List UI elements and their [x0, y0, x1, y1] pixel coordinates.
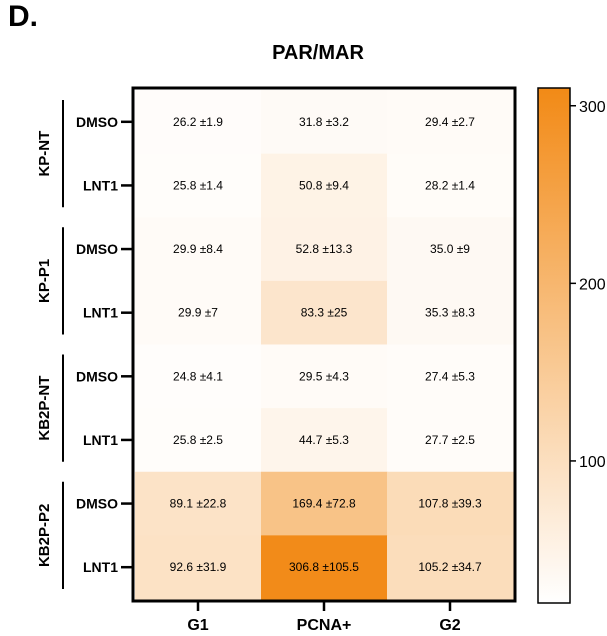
colorbar-tick-label: 100 — [579, 454, 606, 471]
cell-label: 28.2 ±1.4 — [425, 178, 475, 192]
cell-label: 29.9 ±8.4 — [173, 242, 223, 256]
column-label: PCNA+ — [297, 617, 352, 634]
heatmap-cell — [387, 153, 514, 218]
cell-label: 29.5 ±4.3 — [299, 369, 349, 383]
heatmap-cell — [387, 280, 514, 345]
heatmap-cell — [387, 217, 514, 282]
cell-label: 26.2 ±1.9 — [173, 115, 223, 129]
chart-title: PAR/MAR — [272, 42, 364, 64]
cell-label: 29.4 ±2.7 — [425, 115, 475, 129]
heatmap-cell — [135, 90, 262, 155]
heatmap-cell — [261, 408, 388, 473]
column-label: G1 — [187, 617, 208, 634]
column-label: G2 — [439, 617, 460, 634]
cell-label: 169.4 ±72.8 — [292, 497, 356, 511]
cell-label: 27.7 ±2.5 — [425, 433, 475, 447]
heatmap-cell — [135, 535, 262, 600]
cell-label: 44.7 ±5.3 — [299, 433, 349, 447]
heatmap-cell — [387, 344, 514, 409]
heatmap-cell — [261, 280, 388, 345]
row-label: DMSO — [76, 114, 118, 130]
row-label: LNT1 — [83, 177, 118, 193]
cell-label: 25.8 ±2.5 — [173, 433, 223, 447]
cell-label: 35.3 ±8.3 — [425, 306, 475, 320]
row-label: LNT1 — [83, 559, 118, 575]
group-label: KB2P-NT — [36, 376, 53, 441]
row-label: DMSO — [76, 368, 118, 384]
heatmap-cell — [261, 535, 388, 600]
group-label: KP-NT — [36, 131, 53, 177]
cell-label: 29.9 ±7 — [178, 306, 218, 320]
colorbar-tick-label: 200 — [579, 276, 606, 293]
heatmap-cell — [387, 535, 514, 600]
row-label: LNT1 — [83, 432, 118, 448]
heatmap-cell — [135, 344, 262, 409]
row-label: LNT1 — [83, 305, 118, 321]
colorbar-tick-label: 300 — [579, 99, 606, 116]
heatmap-cell — [387, 471, 514, 536]
heatmap-cell — [135, 408, 262, 473]
heatmap-cell — [387, 408, 514, 473]
cell-label: 31.8 ±3.2 — [299, 115, 349, 129]
heatmap-cell — [261, 217, 388, 282]
heatmap-frame — [131, 86, 517, 603]
cell-label: 83.3 ±25 — [301, 306, 348, 320]
group-label: KP-P1 — [36, 259, 53, 303]
heatmap-cell — [261, 153, 388, 218]
heatmap-cell — [135, 471, 262, 536]
cell-label: 27.4 ±5.3 — [425, 369, 475, 383]
cell-label: 306.8 ±105.5 — [289, 560, 359, 574]
row-label: DMSO — [76, 496, 118, 512]
heatmap-cell — [261, 344, 388, 409]
colorbar-gradient — [537, 87, 571, 604]
group-label: KB2P-P2 — [36, 504, 53, 567]
panel-label: D. — [8, 0, 38, 33]
heatmap-cell — [261, 471, 388, 536]
heatmap-cell — [135, 280, 262, 345]
cell-label: 25.8 ±1.4 — [173, 178, 223, 192]
cell-label: 92.6 ±31.9 — [170, 560, 227, 574]
heatmap-cell — [135, 217, 262, 282]
row-label: DMSO — [76, 241, 118, 257]
heatmap-cell — [135, 153, 262, 218]
cell-label: 89.1 ±22.8 — [170, 497, 227, 511]
cell-label: 52.8 ±13.3 — [296, 242, 353, 256]
cell-label: 50.8 ±9.4 — [299, 178, 349, 192]
cell-label: 107.8 ±39.3 — [418, 497, 482, 511]
cell-label: 35.0 ±9 — [430, 242, 470, 256]
heatmap-cell — [261, 90, 388, 155]
cell-label: 105.2 ±34.7 — [418, 560, 482, 574]
cell-label: 24.8 ±4.1 — [173, 369, 223, 383]
heatmap-cell — [387, 90, 514, 155]
